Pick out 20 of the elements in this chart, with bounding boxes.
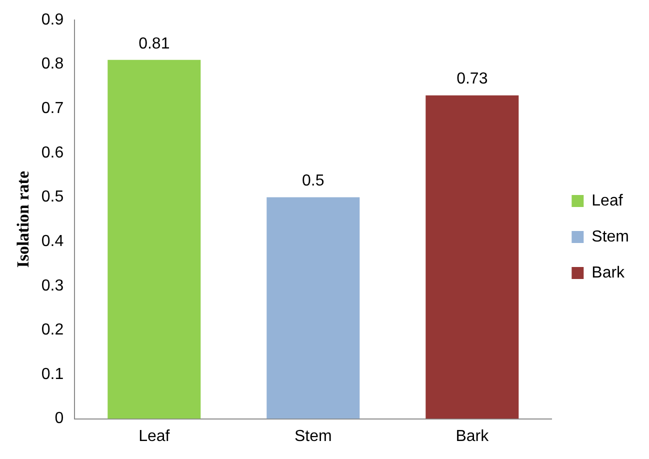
legend-label: Stem [592, 228, 629, 246]
y-tick-label: 0.7 [41, 100, 64, 118]
y-axis-title: Isolation rate [14, 170, 33, 268]
y-tick-label: 0 [54, 410, 64, 428]
y-tick-label: 0.9 [41, 11, 64, 28]
legend-label: Bark [592, 264, 626, 282]
y-tick-label: 0.1 [41, 366, 64, 383]
x-tick-label: Stem [294, 428, 332, 445]
y-tick-label: 0.3 [41, 277, 64, 294]
x-tick-label: Bark [456, 428, 490, 445]
data-label: 0.73 [456, 70, 488, 88]
y-tick-label: 0.8 [41, 56, 64, 73]
data-label: 0.5 [302, 172, 324, 190]
x-tick-label: Leaf [138, 428, 170, 445]
y-tick-label: 0.2 [41, 322, 64, 339]
y-tick-label: 0.6 [41, 144, 64, 162]
y-tick-label: 0.4 [41, 232, 64, 250]
y-tick-label: 0.5 [41, 188, 64, 206]
data-label: 0.81 [138, 35, 170, 52]
legend-label: Leaf [592, 192, 624, 210]
